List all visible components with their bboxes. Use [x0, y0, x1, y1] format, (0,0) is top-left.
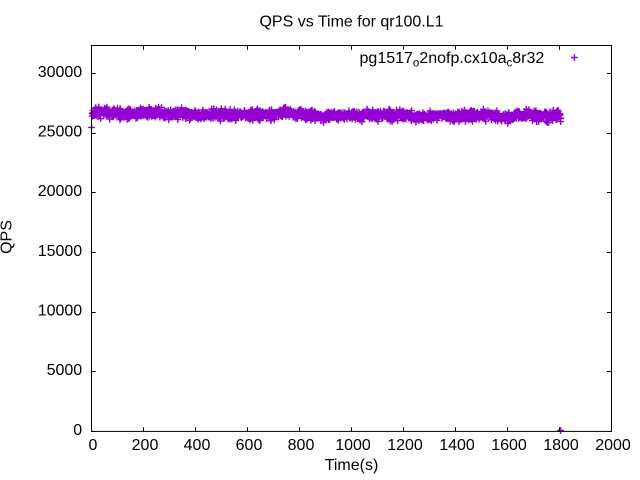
svg-text:1200: 1200 — [387, 437, 423, 454]
svg-text:200: 200 — [132, 437, 159, 454]
svg-text:600: 600 — [236, 437, 263, 454]
svg-text:1600: 1600 — [491, 437, 527, 454]
svg-text:30000: 30000 — [38, 64, 83, 81]
svg-text:1800: 1800 — [543, 437, 579, 454]
svg-text:5000: 5000 — [47, 362, 83, 379]
svg-text:0: 0 — [73, 422, 82, 439]
svg-text:15000: 15000 — [38, 243, 83, 260]
svg-text:20000: 20000 — [38, 183, 83, 200]
svg-text:800: 800 — [288, 437, 315, 454]
svg-text:400: 400 — [184, 437, 211, 454]
svg-text:Time(s): Time(s) — [325, 457, 379, 474]
svg-text:10000: 10000 — [38, 303, 83, 320]
svg-text:1400: 1400 — [439, 437, 475, 454]
svg-text:QPS: QPS — [0, 220, 16, 254]
svg-text:1000: 1000 — [335, 437, 371, 454]
svg-text:pg1517o2nofp.cx10ac8r32: pg1517o2nofp.cx10ac8r32 — [360, 50, 545, 70]
svg-text:2000: 2000 — [595, 437, 631, 454]
svg-text:0: 0 — [89, 437, 98, 454]
svg-text:25000: 25000 — [38, 124, 83, 141]
svg-text:QPS vs Time for qr100.L1: QPS vs Time for qr100.L1 — [259, 14, 443, 31]
